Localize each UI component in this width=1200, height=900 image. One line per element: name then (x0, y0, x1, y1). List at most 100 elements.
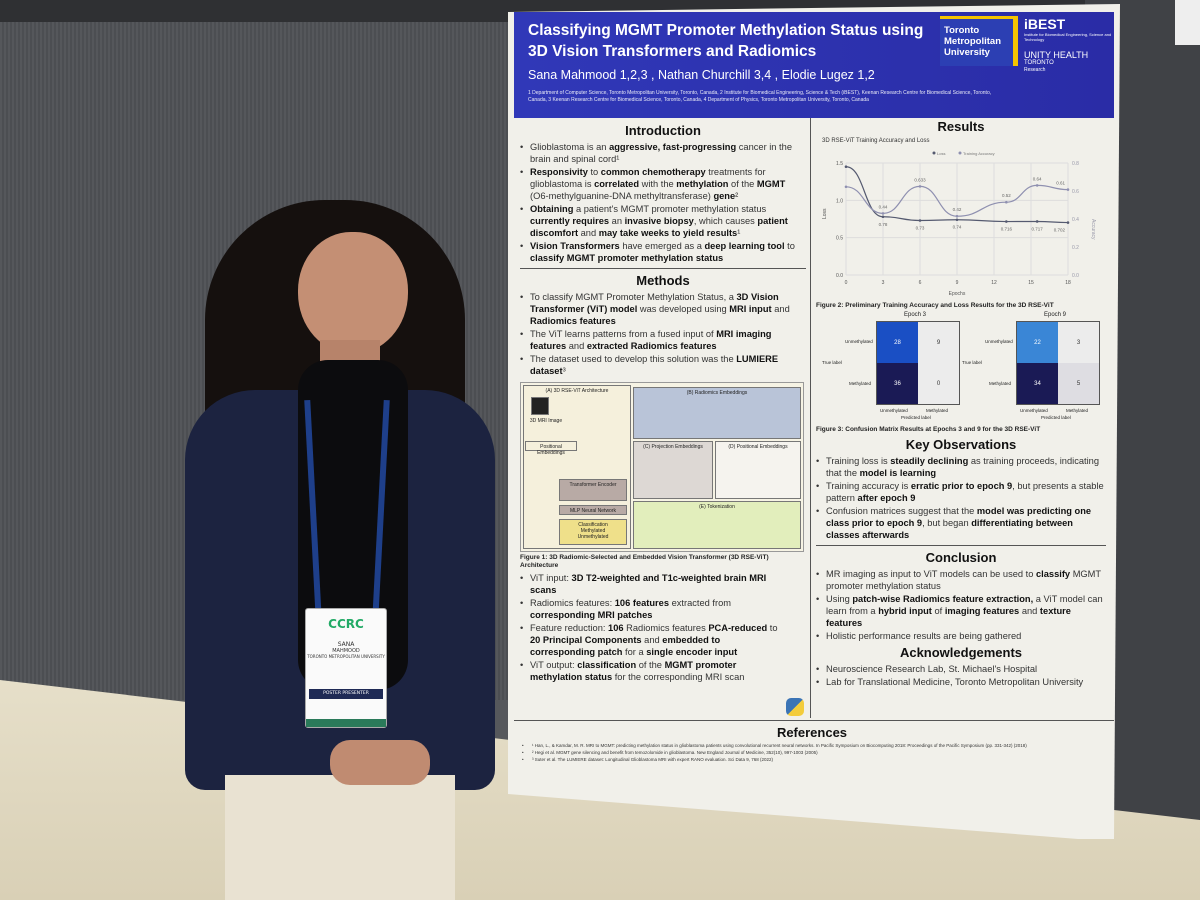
hands (330, 740, 430, 785)
list-item: Vision Transformers have emerged as a de… (520, 240, 806, 264)
cm-cell: 3 (1058, 322, 1099, 363)
badge-stripe (306, 719, 386, 727)
conclusion-heading: Conclusion (925, 550, 997, 565)
data-point (918, 219, 922, 222)
confusion-matrix: 28 9 36 0 (876, 321, 960, 405)
cm-cell: 34 (1017, 363, 1058, 404)
cm-axis-label: Predicted label (901, 415, 931, 420)
data-label: 0.78 (879, 222, 888, 227)
cls-meth: Methylated (580, 528, 606, 534)
training-chart: 0 3 6 9 12 15 180.00.51.01.50.00.20.40.60.8Epo… (822, 151, 1096, 297)
y2-tick-label: 0.8 (1072, 161, 1079, 167)
chart-title: 3D RSE-ViT Training Accuracy and Loss (822, 138, 930, 144)
badge-org: CCRC (328, 617, 364, 631)
x-tick-label: 9 (956, 280, 959, 286)
pants (225, 775, 455, 900)
data-label: 0.61 (1056, 181, 1065, 186)
observations-section: Key Observations Training loss is steadi… (816, 436, 1106, 542)
panel-c: (C) Projection Embeddings (633, 441, 713, 499)
data-point (1005, 220, 1008, 223)
data-label: 0.717 (1032, 226, 1044, 231)
data-label: 0.716 (1001, 227, 1013, 232)
figure-3-caption: Figure 3: Confusion Matrix Results at Ep… (816, 426, 1041, 433)
architecture-diagram: (A) 3D RSE-ViT Architecture 3D MRI Image… (520, 382, 804, 552)
y-tick-label: 1.5 (836, 161, 843, 167)
introduction-section: Introduction Glioblastoma is an aggressi… (520, 122, 806, 265)
list-item: ¹ Han, L., & Kamdar, M. R. MRI to MGMT: … (522, 743, 1102, 749)
methods-section: Methods To classify MGMT Promoter Methyl… (520, 272, 806, 378)
face (298, 232, 408, 354)
panel-e: (E) Tokenization (633, 501, 801, 549)
poster-affiliations: 1 Department of Computer Science, Toront… (528, 90, 992, 103)
right-column: Results 3D RSE-ViT Training Accuracy and… (816, 118, 1106, 689)
methods-heading: Methods (636, 273, 690, 288)
mlp-box: MLP Neural Network (559, 505, 627, 515)
cm-axis-label: Unmethylated (1020, 408, 1048, 413)
list-item: Neuroscience Research Lab, St. Michael's… (816, 663, 1106, 675)
data-label: 0.42 (953, 207, 962, 212)
list-item: Using patch-wise Radiomics feature extra… (816, 593, 1106, 629)
ibest-text: iBEST (1024, 16, 1066, 32)
cm-title: Epoch 3 (904, 312, 927, 318)
badge-first-name: SANA (337, 641, 355, 648)
conclusion-section: Conclusion MR imaging as input to ViT mo… (816, 549, 1106, 689)
y2-axis-label: Accuracy (1090, 219, 1096, 240)
results-heading: Results (937, 119, 985, 134)
cm-axis-label: Methylated (989, 381, 1012, 386)
data-point (881, 215, 885, 219)
panel-d: (D) Positional Embeddings (715, 441, 801, 499)
data-point (918, 185, 922, 188)
cls-label: Classification (578, 522, 608, 528)
divider (514, 720, 1114, 721)
data-label: 0.702 (1054, 228, 1066, 233)
name-badge: CCRC SANA MAHMOOD TORONTO METROPOLITAN U… (305, 608, 387, 728)
cm-cell: 5 (1058, 363, 1099, 404)
tmu-logo: Toronto Metropolitan University (940, 16, 1018, 66)
data-point (955, 214, 959, 218)
data-point (1066, 188, 1070, 191)
mri-image (531, 397, 549, 415)
y-tick-label: 0.0 (836, 273, 843, 279)
results-section: Results (816, 118, 1106, 137)
figure-1-caption: Figure 1: 3D Radiomic-Selected and Embed… (520, 554, 769, 569)
unity-text: UNITY HEALTH (1024, 50, 1089, 60)
left-column: Introduction Glioblastoma is an aggressi… (520, 122, 806, 684)
legend-marker (958, 151, 962, 155)
cm-axis-label: Unmethylated (845, 339, 873, 344)
badge-last-name: MAHMOOD (332, 648, 360, 654)
conclusion-list: MR imaging as input to ViT models can be… (816, 568, 1106, 642)
poster: Classifying MGMT Promoter Methylation St… (508, 4, 1120, 839)
legend-label: Training Accuracy (963, 151, 995, 156)
cls-unmeth: Unmethylated (577, 534, 609, 540)
x-tick-label: 3 (882, 280, 885, 286)
unity-research: Research (1024, 67, 1046, 73)
divider (520, 268, 806, 269)
list-item: Glioblastoma is an aggressive, fast-prog… (520, 141, 806, 165)
classification-box: Classification Methylated Unmethylated (559, 519, 627, 545)
data-point (844, 185, 848, 189)
ibest-logo: iBEST Institute for Biomedical Engineerin… (1024, 16, 1114, 42)
acknowledgements-list: Neuroscience Research Lab, St. Michael's… (816, 663, 1106, 688)
unity-sub: TORONTO (1024, 60, 1054, 66)
cm-cell: 0 (918, 363, 959, 404)
poster-authors: Sana Mahmood 1,2,3 , Nathan Churchill 3,… (528, 68, 875, 82)
x-tick-label: 18 (1065, 280, 1071, 286)
list-item: Feature reduction: 106 Radiomics feature… (520, 622, 784, 658)
list-item: ³ Suter et al. The LUMIERE dataset: Long… (522, 757, 1102, 763)
cm-axis-label: Predicted label (1041, 415, 1071, 420)
y2-tick-label: 0.4 (1072, 217, 1079, 223)
list-item: Confusion matrices suggest that the mode… (816, 505, 1106, 541)
data-label: 0.73 (916, 225, 925, 230)
paper-tag (1175, 0, 1200, 45)
data-label: 0.44 (879, 204, 888, 209)
cm-cell: 9 (918, 322, 959, 363)
references-list: ¹ Han, L., & Kamdar, M. R. MRI to MGMT: … (522, 743, 1102, 763)
mri-image-label: 3D MRI Image (529, 418, 563, 424)
legend-marker (932, 151, 936, 155)
x-tick-label: 15 (1028, 280, 1034, 286)
badge-role: POSTER PRESENTER (309, 689, 383, 699)
data-point (1035, 184, 1039, 187)
list-item: MR imaging as input to ViT models can be… (816, 568, 1106, 592)
divider (816, 545, 1106, 546)
y-tick-label: 1.0 (836, 198, 843, 204)
